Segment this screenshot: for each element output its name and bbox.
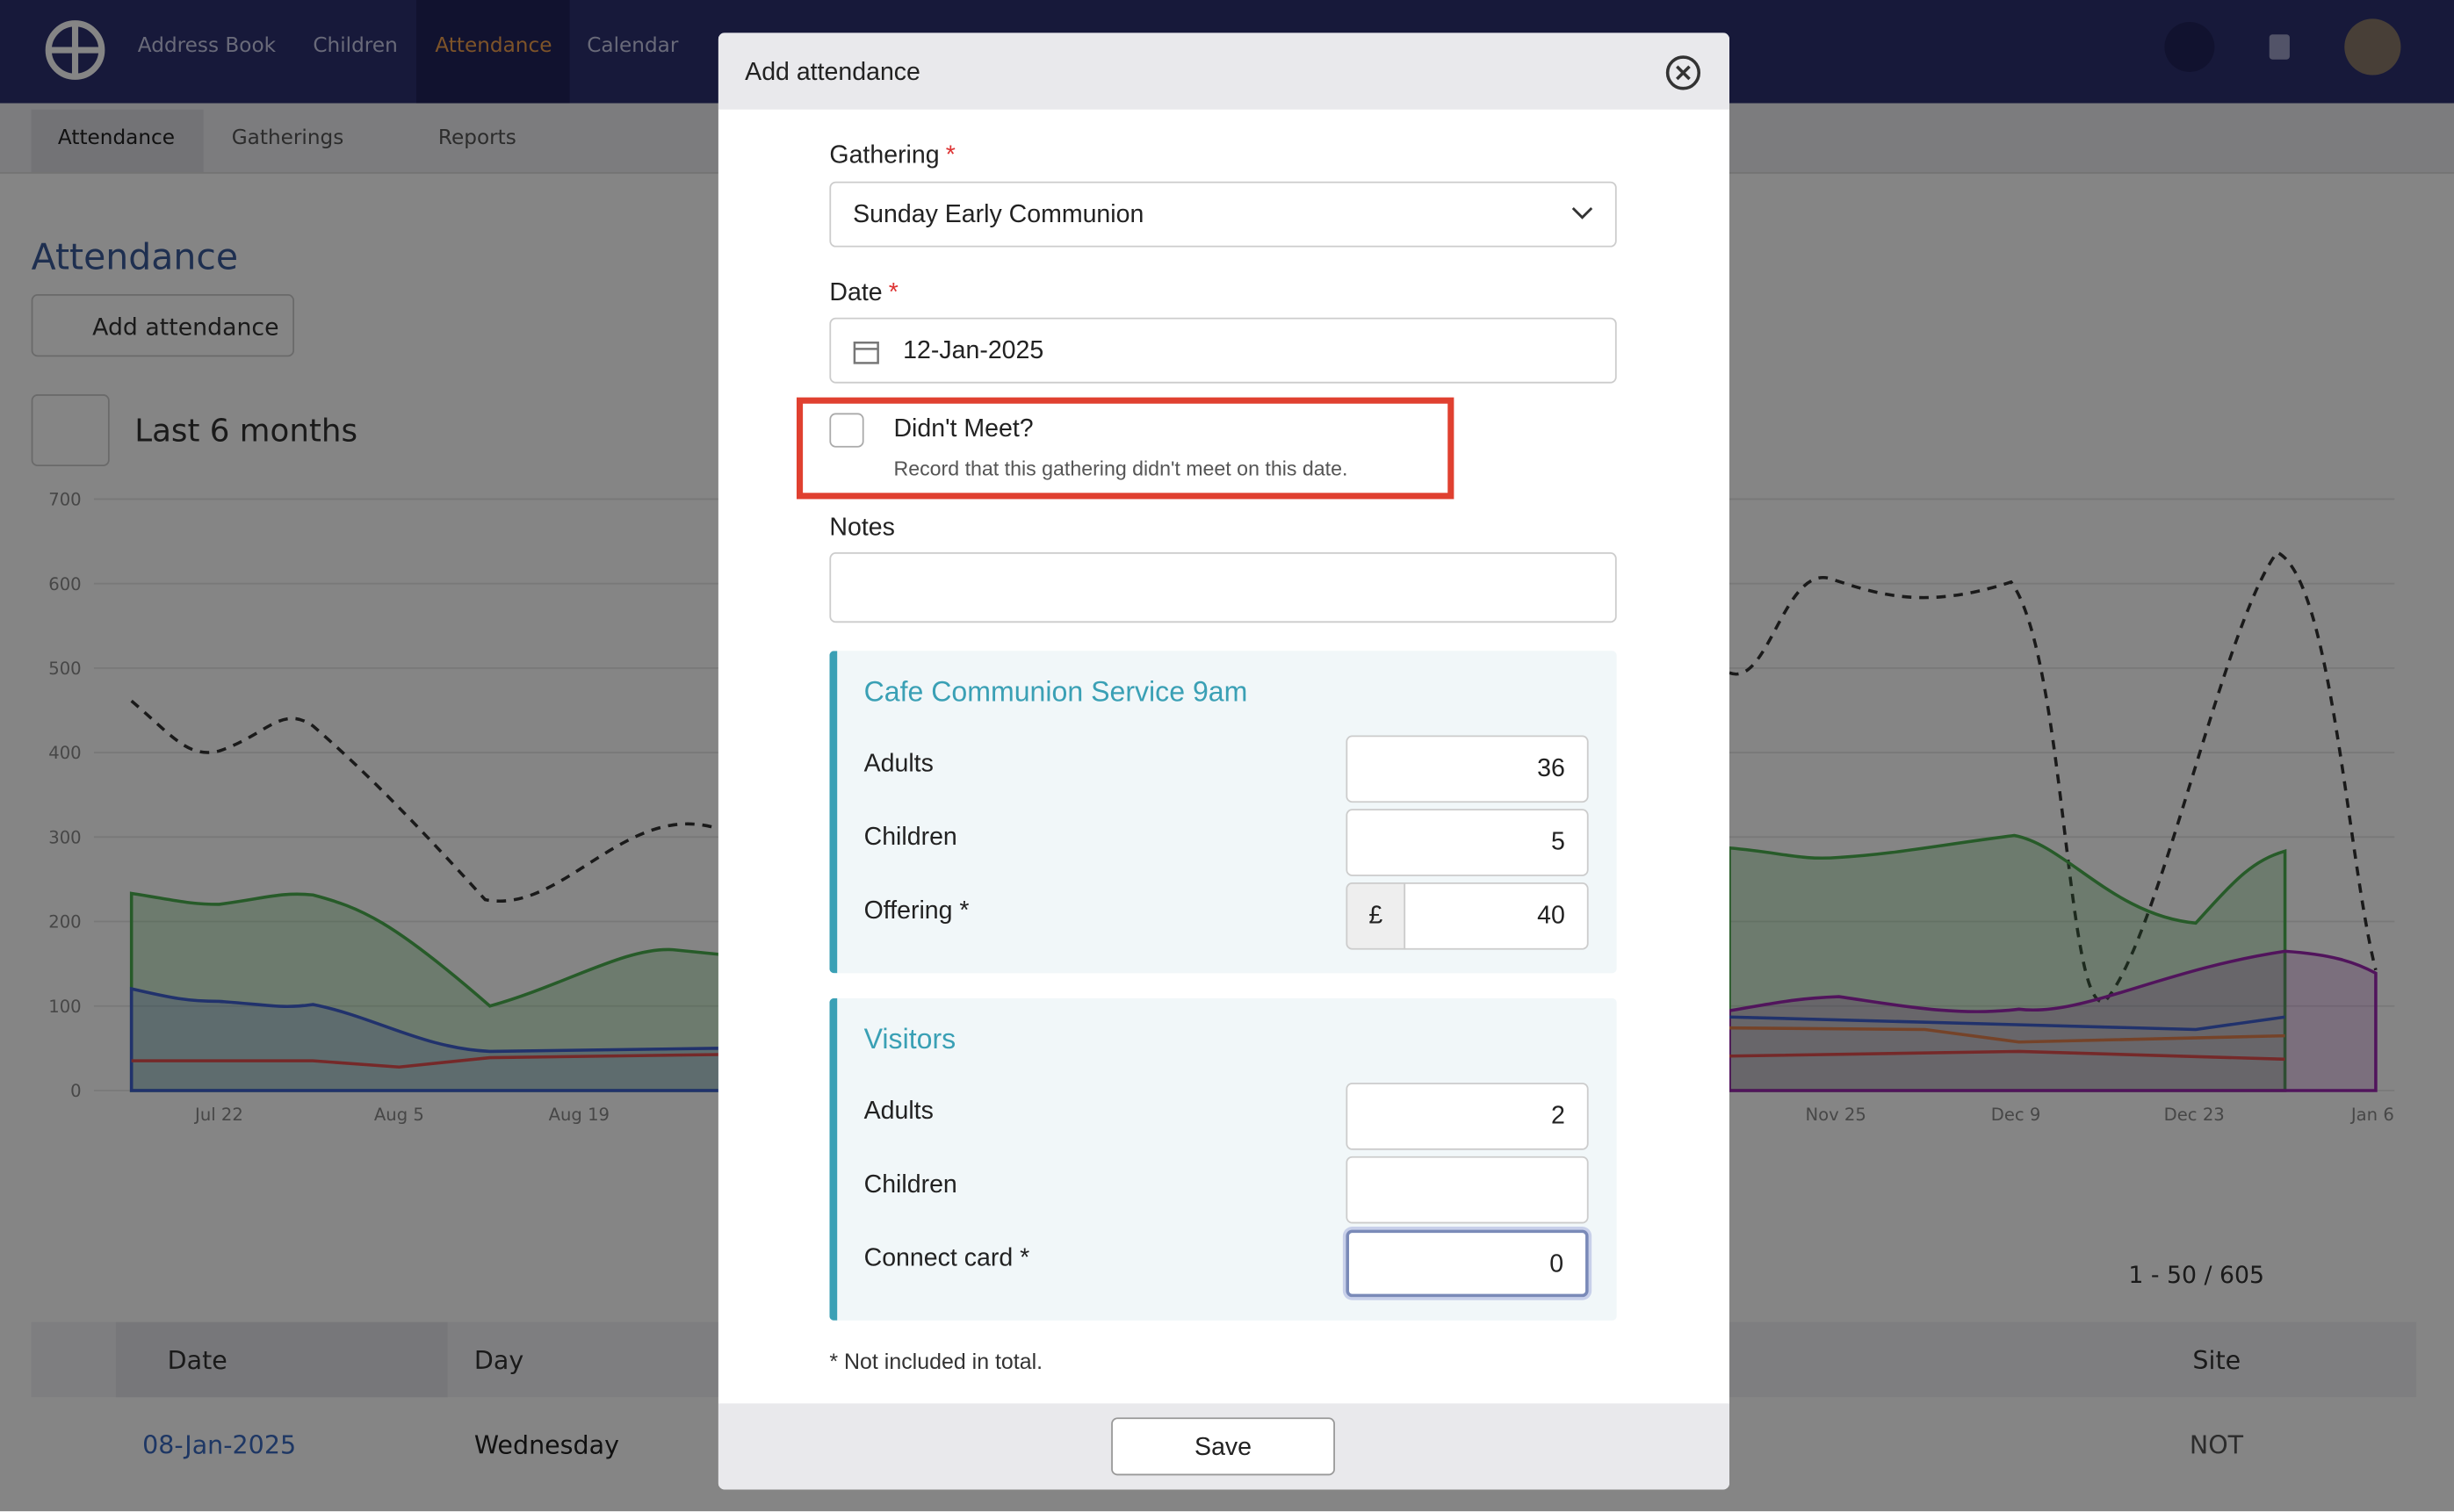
number-input[interactable]: 36 xyxy=(1346,735,1589,803)
calendar-icon xyxy=(853,341,879,364)
logo[interactable] xyxy=(44,18,106,81)
modal: Add attendance Gathering * Sunday Early C… xyxy=(718,32,1729,1490)
tab[interactable]: Reports xyxy=(437,126,516,151)
currency-prefix: £ xyxy=(1346,882,1406,950)
add-button[interactable]: Add attendance xyxy=(31,293,294,357)
column-header[interactable]: Day xyxy=(473,1345,524,1376)
nav-item[interactable]: Calendar xyxy=(587,34,679,58)
nav-item[interactable]: Attendance xyxy=(435,34,552,58)
date-range-icon[interactable] xyxy=(31,394,110,467)
x-tick-label: Dec 23 xyxy=(2163,1105,2225,1126)
x-tick-label: Jan 6 xyxy=(2350,1105,2394,1126)
modal-header xyxy=(718,32,1729,110)
y-tick-label: 500 xyxy=(48,659,82,680)
tab-active-bg xyxy=(31,109,204,173)
pagination: 1 - 50 / 605 xyxy=(2128,1261,2265,1290)
sorted-column-bg xyxy=(115,1321,448,1398)
field-label: Children xyxy=(863,824,957,852)
x-tick-label: Jul 22 xyxy=(195,1105,243,1126)
field-label: Children xyxy=(863,1171,957,1199)
y-tick-label: 700 xyxy=(48,489,82,510)
save-button[interactable]: Save xyxy=(1111,1417,1335,1476)
help-text: Record that this gathering didn't meet o… xyxy=(893,457,1348,481)
number-input[interactable]: 0 xyxy=(1346,1229,1589,1298)
chart-lines xyxy=(93,498,2395,1092)
close-button[interactable] xyxy=(1665,54,1701,90)
y-tick-label: 600 xyxy=(48,573,82,595)
nav-active-bg xyxy=(415,0,570,104)
x-tick-label: Aug 19 xyxy=(548,1105,610,1126)
field-label: Connect card * xyxy=(863,1245,1030,1272)
number-input[interactable] xyxy=(1346,1156,1589,1224)
x-tick-label: Aug 5 xyxy=(373,1105,424,1126)
section-title: Visitors xyxy=(863,1023,956,1055)
help-icon[interactable] xyxy=(2164,21,2215,72)
number-input[interactable]: 40 xyxy=(1404,882,1589,950)
y-tick-label: 400 xyxy=(48,743,82,764)
modal-title: Add attendance xyxy=(745,59,920,87)
column-header[interactable]: Date xyxy=(167,1345,227,1376)
cell-site: NOT xyxy=(2189,1429,2244,1460)
nav-item[interactable]: Children xyxy=(313,34,398,58)
field-label: Offering * xyxy=(863,897,970,925)
tab[interactable]: Attendance xyxy=(57,126,176,151)
checkbox[interactable] xyxy=(829,413,864,448)
section: Visitors Adults 2 Children Connect card … xyxy=(829,997,1617,1321)
footnote: * Not included in total. xyxy=(829,1348,1043,1374)
chevron xyxy=(1571,206,1593,220)
x-tick-label: Dec 9 xyxy=(1990,1105,2041,1126)
number-input[interactable]: 5 xyxy=(1346,809,1589,876)
y-tick-label: 200 xyxy=(48,911,82,933)
avatar[interactable] xyxy=(2344,18,2401,76)
building-icon[interactable] xyxy=(2269,34,2290,60)
nav-item[interactable]: Address Book xyxy=(137,34,277,58)
notes-input[interactable] xyxy=(829,552,1617,623)
section-title: Cafe Communion Service 9am xyxy=(863,675,1248,708)
required-mark: * xyxy=(945,142,956,169)
checkbox-label[interactable]: Didn't Meet? xyxy=(893,415,1034,443)
field-label: Adults xyxy=(863,1098,934,1126)
y-tick-label: 0 xyxy=(70,1081,82,1102)
cell-date[interactable]: 08-Jan-2025 xyxy=(142,1429,297,1460)
field-label: Gathering xyxy=(829,142,940,169)
number-input[interactable]: 2 xyxy=(1346,1083,1589,1150)
tab[interactable]: Gatherings xyxy=(231,126,344,151)
x-tick-label: Nov 25 xyxy=(1805,1105,1866,1126)
field-label: Adults xyxy=(863,751,934,778)
cell-day: Wednesday xyxy=(473,1429,619,1460)
field-label: Date xyxy=(829,279,883,307)
required-mark: * xyxy=(888,279,899,307)
column-header[interactable]: Site xyxy=(2192,1345,2241,1376)
gathering-select[interactable]: Sunday Early Communion xyxy=(829,181,1617,248)
section: Cafe Communion Service 9am Adults 36 Chi… xyxy=(829,651,1617,974)
y-tick-label: 300 xyxy=(48,827,82,848)
highlight-box xyxy=(796,397,1454,500)
date-range[interactable]: Last 6 months xyxy=(134,411,358,450)
page-title: Attendance xyxy=(31,237,239,279)
y-tick-label: 100 xyxy=(48,997,82,1018)
field-label: Notes xyxy=(829,515,895,542)
date-input[interactable]: 12-Jan-2025 xyxy=(829,317,1617,384)
